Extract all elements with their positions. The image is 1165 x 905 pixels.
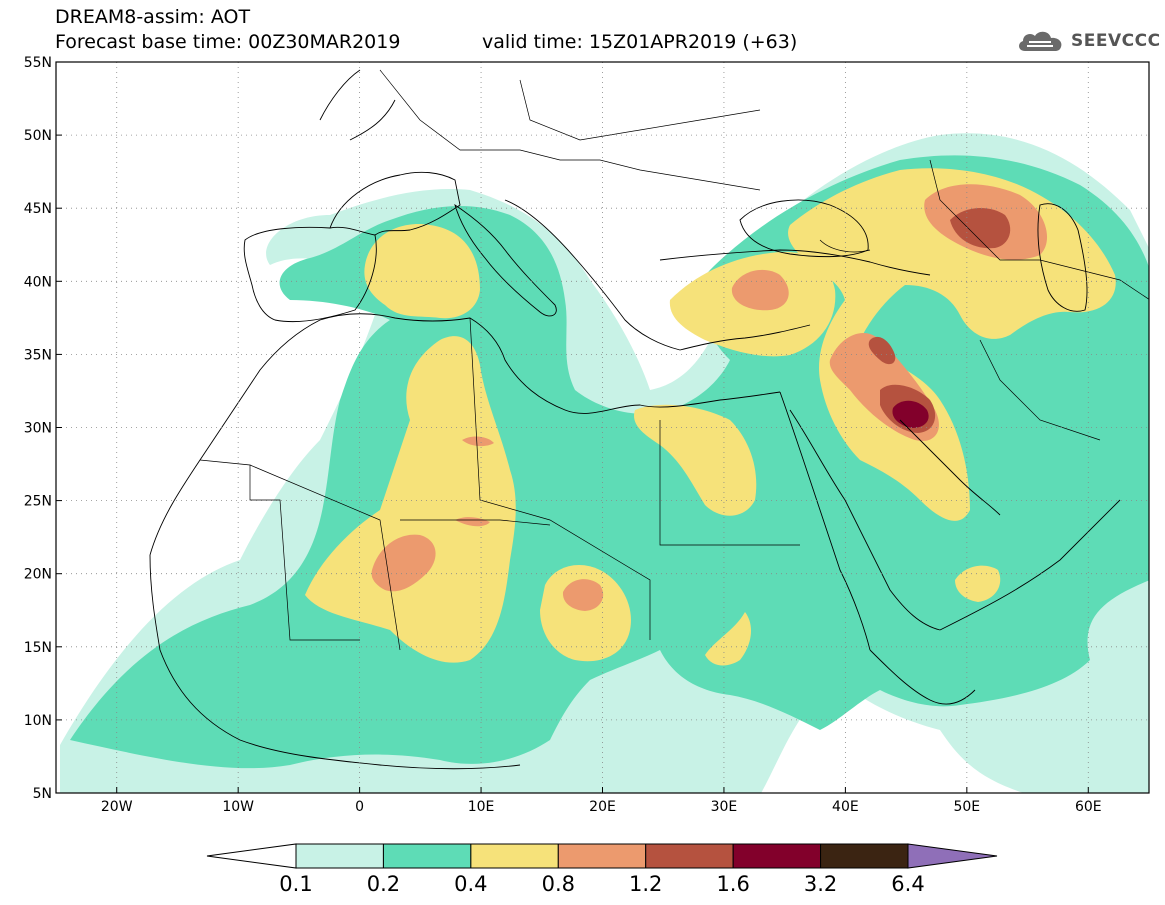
colorbar-max-triangle	[907, 843, 998, 869]
lat-tick-label: 10N	[24, 713, 52, 729]
lat-tick-label: 20N	[24, 567, 52, 583]
longitude-axis: 20W 10W 0 10E 20E 30E 40E 50E 60E	[101, 787, 1102, 815]
lon-tick-label: 10E	[468, 799, 495, 815]
lat-tick-label: 40N	[24, 274, 52, 290]
lat-tick-label: 55N	[24, 55, 52, 71]
colorbar-swatch	[820, 843, 909, 869]
valid-time: valid time: 15Z01APR2019 (+63)	[482, 31, 798, 53]
colorbar-label: 1.2	[629, 872, 662, 896]
seevccc-logo: SEEVCCC	[1015, 26, 1161, 56]
latitude-axis: 55N 50N 45N 40N 35N 30N 25N 20N 15N 10N 5N	[24, 55, 62, 802]
lon-tick-label: 20W	[101, 799, 133, 815]
colorbar-label: 6.4	[891, 872, 924, 896]
lon-tick-label: 50E	[953, 799, 980, 815]
colorbar-label: 0.4	[454, 872, 487, 896]
lat-tick-label: 50N	[24, 128, 52, 144]
cloud-icon	[1019, 31, 1062, 51]
lon-tick-label: 40E	[832, 799, 859, 815]
lon-tick-label: 20E	[589, 799, 616, 815]
colorbar: 0.1 0.2 0.4 0.8 1.2 1.6 3.2 6.4	[206, 843, 998, 896]
colorbar-label: 0.8	[542, 872, 575, 896]
colorbar-min-triangle	[206, 843, 297, 869]
lat-tick-label: 35N	[24, 347, 52, 363]
colorbar-label: 3.2	[804, 872, 837, 896]
lat-tick-label: 5N	[33, 786, 52, 802]
colorbar-label: 1.6	[716, 872, 749, 896]
lon-tick-label: 10W	[222, 799, 254, 815]
coastlines	[149, 69, 1149, 770]
colorbar-swatch	[470, 843, 559, 869]
colorbar-swatch	[295, 843, 384, 869]
lon-tick-label: 0	[355, 799, 364, 815]
forecast-base-time: Forecast base time: 00Z30MAR2019	[55, 31, 401, 53]
colorbar-label: 0.2	[367, 872, 400, 896]
colorbar-swatch	[382, 843, 472, 869]
lat-tick-label: 15N	[24, 640, 52, 656]
colorbar-swatch	[557, 843, 647, 869]
colorbar-label: 0.1	[279, 872, 312, 896]
gridlines	[56, 62, 1149, 793]
colorbar-swatch	[645, 843, 734, 869]
lon-tick-label: 30E	[711, 799, 738, 815]
lat-tick-label: 25N	[24, 494, 52, 510]
lon-tick-label: 60E	[1075, 799, 1102, 815]
logo-text: SEEVCCC	[1071, 31, 1161, 51]
lat-tick-label: 30N	[24, 421, 52, 437]
lat-tick-label: 45N	[24, 201, 52, 217]
aot-contours	[60, 133, 1149, 793]
colorbar-swatch	[732, 843, 822, 869]
map-title: DREAM8-assim: AOT	[55, 6, 251, 28]
